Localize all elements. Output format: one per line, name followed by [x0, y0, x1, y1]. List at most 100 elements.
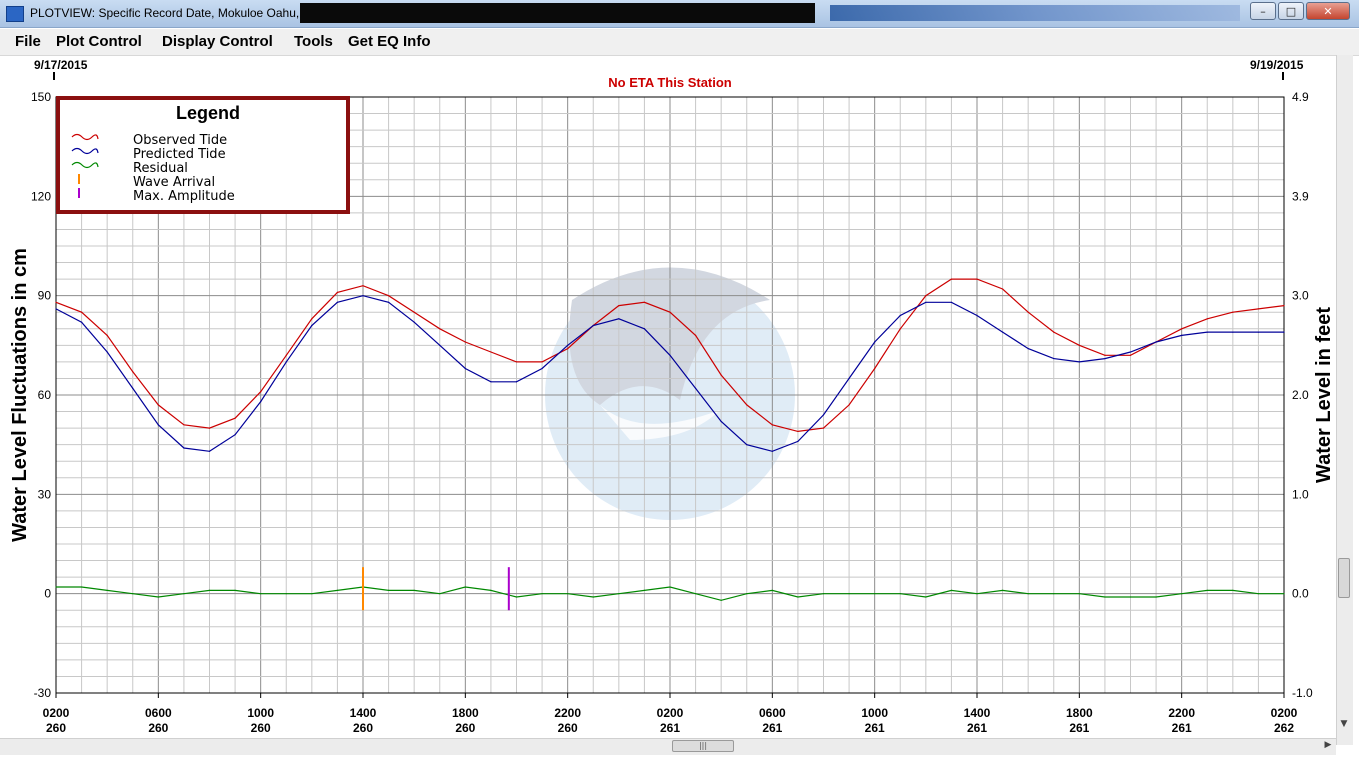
x-tick-label-day: 260 — [251, 721, 271, 735]
data-point-predicted-tide — [234, 434, 236, 436]
maximize-button[interactable]: □ — [1278, 2, 1304, 20]
vertical-scrollbar[interactable] — [1336, 55, 1353, 745]
data-point-residual — [464, 586, 466, 588]
data-point-observed-tide — [1053, 331, 1055, 333]
data-point-predicted-tide — [55, 308, 57, 310]
scroll-right-arrow-icon[interactable]: ▶ — [1324, 740, 1332, 750]
data-point-predicted-tide — [1104, 357, 1106, 360]
x-tick-label-time: 0600 — [759, 706, 786, 720]
data-point-predicted-tide — [567, 344, 569, 346]
data-point-predicted-tide — [208, 450, 211, 452]
data-point-predicted-tide — [1206, 331, 1208, 333]
x-tick-label-time: 1000 — [861, 706, 888, 720]
data-point-residual — [592, 596, 594, 598]
vertical-scroll-thumb[interactable] — [1338, 558, 1350, 598]
scroll-down-arrow-icon[interactable]: ▼ — [1340, 719, 1348, 729]
y-axis-left-title: Water Level Fluctuations in cm — [9, 248, 31, 542]
data-point-residual — [336, 589, 339, 591]
data-point-predicted-tide — [362, 295, 364, 297]
minimize-button[interactable]: – — [1250, 2, 1276, 20]
data-point-predicted-tide — [669, 354, 671, 356]
data-point-observed-tide — [80, 311, 83, 313]
data-point-predicted-tide — [1181, 334, 1183, 336]
data-point-observed-tide — [1027, 311, 1029, 313]
close-button[interactable]: ✕ — [1306, 2, 1350, 20]
data-point-observed-tide — [1078, 344, 1080, 346]
legend-label-observed-tide: Observed Tide — [133, 133, 227, 148]
data-point-observed-tide — [106, 334, 108, 336]
y-tick-label-left: 0 — [44, 587, 51, 601]
menu-tools[interactable]: Tools — [294, 33, 333, 50]
data-point-observed-tide — [1283, 305, 1285, 307]
data-point-residual — [1181, 593, 1183, 595]
data-point-residual — [1104, 596, 1106, 598]
x-tick-label-time: 1800 — [1066, 706, 1093, 720]
data-point-predicted-tide — [311, 324, 313, 327]
data-point-predicted-tide — [106, 351, 108, 353]
data-point-observed-tide — [311, 318, 313, 320]
y-tick-label-left: 120 — [31, 189, 51, 203]
x-tick-label-time: 1000 — [247, 706, 274, 720]
y-axis-right: 4.9 3.9 3.0 2.0 1.0 0.0 -1.0 — [1292, 90, 1313, 700]
menu-plot-control[interactable]: Plot Control — [56, 33, 142, 50]
data-point-observed-tide — [720, 374, 722, 376]
data-point-residual — [874, 593, 876, 595]
menu-get-eq-info[interactable]: Get EQ Info — [348, 33, 431, 50]
data-point-observed-tide — [797, 430, 799, 433]
data-point-residual — [439, 593, 441, 595]
data-point-residual — [311, 593, 313, 595]
horizontal-scrollbar[interactable] — [0, 738, 1336, 755]
x-tick-label-day: 261 — [967, 721, 987, 735]
data-point-residual — [387, 589, 390, 591]
marker-layer — [362, 567, 510, 611]
x-tick-label-day: 261 — [660, 721, 680, 735]
data-point-observed-tide — [822, 427, 825, 429]
x-axis: 0200260060026010002601400260180026022002… — [43, 693, 1298, 735]
data-point-predicted-tide — [976, 314, 978, 317]
data-point-predicted-tide — [260, 401, 262, 403]
data-point-residual — [541, 593, 543, 595]
legend-swatch-predicted-tide — [71, 147, 99, 155]
data-point-residual — [720, 599, 722, 601]
data-point-residual — [899, 593, 901, 595]
data-point-residual — [490, 589, 492, 591]
menu-file[interactable]: File — [15, 33, 41, 50]
x-tick-label-day: 260 — [148, 721, 168, 735]
legend-title: Legend — [176, 103, 240, 123]
data-point-observed-tide — [771, 424, 773, 426]
data-point-residual — [515, 596, 518, 598]
data-point-residual — [848, 593, 850, 595]
x-tick-label-time: 1400 — [350, 706, 377, 720]
data-point-residual — [1257, 593, 1260, 595]
data-point-predicted-tide — [387, 301, 390, 303]
y-tick-label-right: 4.9 — [1292, 90, 1309, 104]
data-point-predicted-tide — [848, 377, 850, 380]
data-point-residual — [1001, 589, 1004, 591]
data-point-observed-tide — [157, 404, 159, 406]
horizontal-scroll-thumb[interactable]: ||| — [672, 740, 734, 752]
data-point-predicted-tide — [1129, 351, 1132, 353]
x-tick-label-day: 261 — [1172, 721, 1192, 735]
data-point-observed-tide — [387, 295, 390, 297]
data-point-residual — [1129, 596, 1132, 598]
data-point-observed-tide — [950, 278, 953, 280]
data-point-residual — [80, 586, 83, 588]
data-point-residual — [694, 593, 697, 595]
data-point-residual — [643, 589, 646, 591]
data-point-observed-tide — [1206, 318, 1208, 320]
data-point-observed-tide — [208, 427, 211, 429]
data-point-observed-tide — [669, 311, 671, 313]
data-point-predicted-tide — [413, 321, 415, 323]
data-point-observed-tide — [694, 334, 697, 336]
x-tick-label-day: 261 — [1069, 721, 1089, 735]
data-point-predicted-tide — [771, 450, 773, 452]
menu-display-control[interactable]: Display Control — [162, 33, 273, 50]
data-point-observed-tide — [413, 311, 415, 313]
legend-label-wave-arrival: Wave Arrival — [133, 175, 215, 190]
data-point-observed-tide — [1129, 354, 1132, 356]
data-point-predicted-tide — [592, 324, 594, 327]
x-tick-label-day: 261 — [762, 721, 782, 735]
data-point-predicted-tide — [746, 444, 748, 446]
